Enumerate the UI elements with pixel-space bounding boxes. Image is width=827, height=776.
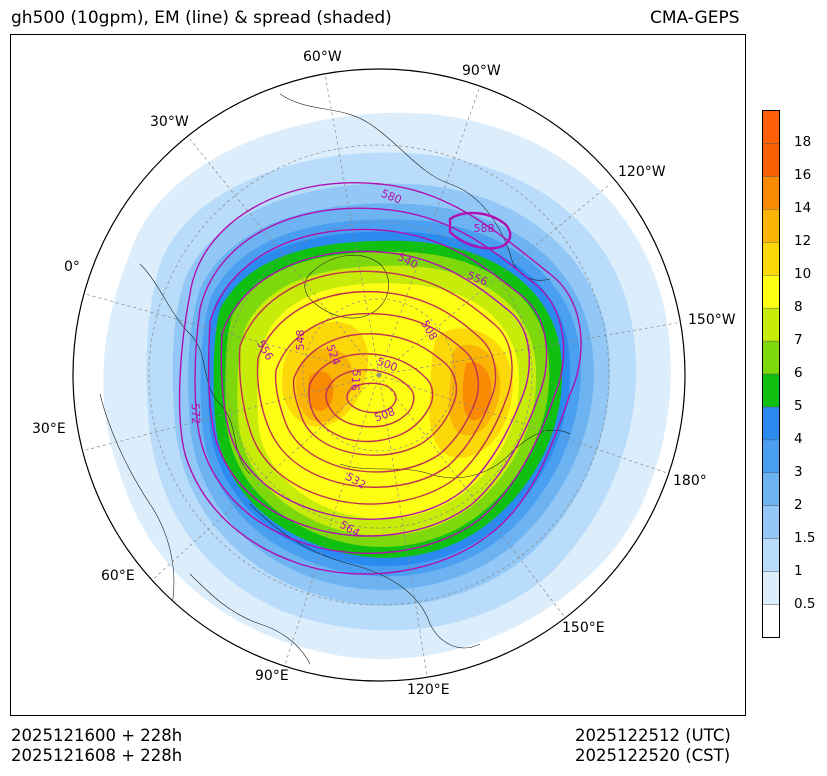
- coastline-europe: [139, 263, 251, 475]
- colorbar-segment: [762, 340, 780, 375]
- contour-532: [274, 312, 479, 473]
- lon-label-60w: 60°W: [303, 49, 342, 65]
- lon-label-0: 0°: [64, 259, 80, 275]
- meridian-60w: [324, 73, 380, 376]
- colorbar-segment: [762, 143, 780, 177]
- polar-map: 580 588 540 556 548 556 524 508 500 516 …: [72, 68, 686, 682]
- coastline-north-america: [279, 93, 551, 281]
- colorbar-tick-label: 14: [794, 200, 812, 217]
- parallel-60n: [225, 221, 533, 529]
- colorbar-segment: [762, 176, 780, 210]
- colorbar-tick-label: 1.5: [794, 529, 816, 546]
- init-time-cst: 2025121608 + 228h: [11, 746, 183, 765]
- contour-500: [346, 382, 397, 414]
- colorbar-segment: [762, 505, 780, 539]
- contour-548: [238, 270, 513, 505]
- lon-label-150w: 150°W: [688, 312, 736, 328]
- colorbar-tick-label: 10: [794, 266, 812, 283]
- meridian-120w: [378, 183, 611, 376]
- colorbar-segment: [762, 373, 780, 408]
- meridian-0: [77, 291, 380, 376]
- colorbar-tick-label: 5: [794, 397, 803, 414]
- contour-label: 516: [348, 369, 363, 391]
- colorbar-tick-label: 18: [794, 134, 812, 151]
- contour-label: 572: [189, 403, 203, 424]
- colorbar-tick-label: 12: [794, 233, 812, 250]
- colorbar-segment: [762, 604, 780, 638]
- colorbar-segment: [762, 538, 780, 572]
- meridian-90e: [281, 374, 380, 675]
- contour-label: 588: [474, 222, 495, 235]
- colorbar-tick-label: 7: [794, 332, 803, 349]
- lon-label-90w: 90°W: [462, 63, 501, 79]
- colorbar-segment: [762, 406, 780, 441]
- colorbar-tick-label: 8: [794, 299, 803, 316]
- parallel-40n: [148, 144, 610, 606]
- coastline-arabia: [189, 573, 311, 665]
- colorbar-tick-label: 6: [794, 365, 803, 381]
- contour-556: [220, 250, 531, 520]
- lon-label-90e: 90°E: [255, 668, 289, 684]
- colorbar-tick-label: 2: [794, 496, 803, 513]
- gh500-contours: [178, 182, 582, 575]
- contour-524: [292, 333, 458, 456]
- graticule: [77, 73, 683, 681]
- meridian-120e: [378, 374, 429, 681]
- colorbar-segment: [762, 307, 780, 342]
- contour-508: [325, 369, 415, 428]
- model-name: CMA-GEPS: [650, 8, 740, 28]
- contour-564: [207, 228, 548, 537]
- colorbar-segment: [762, 209, 780, 243]
- lon-label-180: 180°: [673, 473, 707, 489]
- colorbar-segment: [762, 571, 780, 605]
- contour-label: 548: [294, 330, 307, 351]
- lon-label-30e: 30°E: [32, 421, 66, 437]
- colorbar-segment: [762, 274, 780, 309]
- valid-time-cst: 2025122520 (CST): [575, 746, 731, 765]
- meridian-150e: [378, 374, 571, 625]
- contour-572: [194, 207, 565, 554]
- lon-label-120w: 120°W: [618, 164, 666, 180]
- contour-516: [308, 353, 434, 443]
- colorbar-segment: [762, 110, 780, 144]
- init-time-utc: 2025121600 + 228h: [11, 726, 183, 745]
- chart-title: gh500 (10gpm), EM (line) & spread (shade…: [11, 8, 392, 28]
- meridian-30e: [77, 374, 380, 453]
- spread-16-east: [462, 361, 492, 421]
- colorbar-segment: [762, 439, 780, 474]
- colorbar-segment: [762, 242, 780, 276]
- colorbar-tick-label: 4: [794, 430, 803, 447]
- colorbar-tick-label: 0.5: [794, 595, 816, 612]
- lon-label-60e: 60°E: [101, 568, 135, 584]
- map-boundary: [72, 68, 686, 682]
- parallel-80n: [302, 298, 456, 452]
- colorbar: [762, 110, 780, 638]
- colorbar-tick-label: 1: [794, 562, 803, 579]
- lon-label-120e: 120°E: [407, 682, 450, 698]
- valid-time-utc: 2025122512 (UTC): [575, 726, 731, 745]
- contour-580: [178, 182, 582, 575]
- coastline-africa: [99, 393, 175, 615]
- colorbar-border: [762, 110, 780, 638]
- spread-shading: [103, 112, 671, 660]
- contour-540: [256, 290, 497, 488]
- colorbar-tick-label: 3: [794, 463, 803, 480]
- lon-label-30w: 30°W: [150, 114, 189, 130]
- colorbar-tick-label: 16: [794, 167, 812, 184]
- coastline-siberia: [339, 429, 571, 479]
- lon-label-150e: 150°E: [562, 620, 605, 636]
- colorbar-segment: [762, 472, 780, 506]
